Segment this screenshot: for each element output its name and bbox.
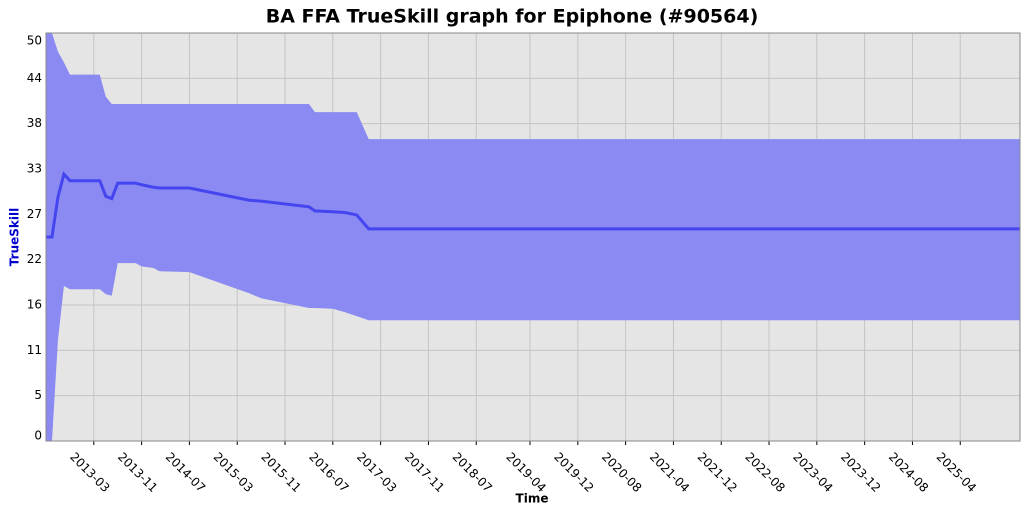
y-axis-label: TrueSkill bbox=[8, 208, 22, 266]
x-tick-label: 2013-03 bbox=[67, 450, 112, 495]
y-tick-label: 22 bbox=[27, 252, 42, 266]
x-tick-label: 2017-03 bbox=[354, 450, 399, 495]
x-tick-label: 2015-03 bbox=[211, 450, 256, 495]
x-tick-label: 2021-04 bbox=[647, 450, 692, 495]
x-tick-label: 2022-08 bbox=[742, 450, 787, 495]
x-tick-label: 2021-12 bbox=[695, 450, 740, 495]
y-tick-label: 38 bbox=[27, 116, 42, 130]
x-tick-label: 2025-04 bbox=[934, 450, 979, 495]
chart-title: BA FFA TrueSkill graph for Epiphone (#90… bbox=[266, 6, 759, 28]
x-tick-label: 2016-07 bbox=[306, 450, 351, 495]
x-tick-label: 2023-04 bbox=[790, 450, 835, 495]
x-tick-label: 2020-08 bbox=[599, 450, 644, 495]
x-tick-label: 2019-12 bbox=[551, 450, 596, 495]
x-tick-label: 2015-11 bbox=[258, 450, 303, 495]
y-tick-label: 0 bbox=[34, 429, 42, 443]
plot-border bbox=[45, 32, 1021, 442]
y-tick-label: 11 bbox=[27, 343, 42, 357]
y-tick-label: 44 bbox=[27, 71, 42, 85]
x-tick-label: 2017-11 bbox=[402, 450, 447, 495]
x-tick-label: 2023-12 bbox=[838, 450, 883, 495]
y-tick-label: 50 bbox=[27, 34, 42, 48]
x-tick-label: 2024-08 bbox=[886, 450, 931, 495]
x-tick-label: 2013-11 bbox=[115, 450, 160, 495]
x-tick-label: 2018-07 bbox=[450, 450, 495, 495]
y-tick-label: 33 bbox=[27, 162, 42, 176]
uncertainty-band bbox=[46, 33, 1020, 441]
x-axis-label: Time bbox=[516, 492, 549, 506]
y-tick-label: 27 bbox=[27, 207, 42, 221]
trueskill-line bbox=[46, 171, 1020, 239]
y-tick-label: 5 bbox=[34, 388, 42, 402]
y-tick-label: 16 bbox=[27, 297, 42, 311]
x-tick-label: 2014-07 bbox=[163, 450, 208, 495]
x-tick-label: 2019-04 bbox=[503, 450, 548, 495]
